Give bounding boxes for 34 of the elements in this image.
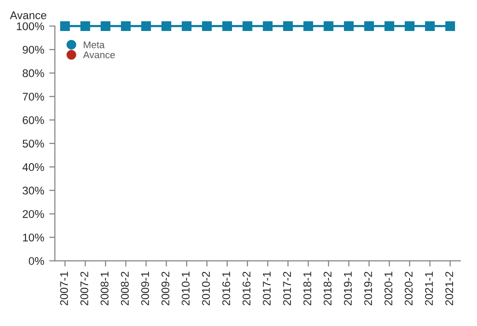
y-tick-label: 50% bbox=[22, 140, 44, 148]
x-tick-label: 2017-1 bbox=[262, 272, 271, 306]
x-tick-label: 2009-2 bbox=[161, 272, 170, 306]
x-tick-label: 2016-1 bbox=[222, 272, 230, 306]
y-axis-title: Avance bbox=[10, 11, 46, 20]
x-tick-label: 2020-2 bbox=[404, 272, 413, 306]
x-tick-label: 2021-2 bbox=[445, 272, 454, 306]
y-tick-label: 20% bbox=[22, 210, 44, 218]
x-tick-label: 2008-1 bbox=[100, 272, 109, 306]
x-tick-label: 2018-1 bbox=[303, 272, 312, 306]
legend-label: Meta bbox=[84, 41, 105, 48]
x-tick-label: 2021-1 bbox=[425, 272, 433, 306]
y-tick-label: 70% bbox=[22, 92, 44, 101]
y-tick-label: 60% bbox=[22, 116, 44, 124]
y-tick-label: 0% bbox=[28, 257, 44, 265]
x-tick-label: 2007-2 bbox=[80, 272, 88, 306]
x-tick-label: 2007-1 bbox=[60, 272, 68, 306]
x-tick-label: 2010-1 bbox=[182, 272, 190, 306]
x-tick-label: 2008-2 bbox=[120, 272, 129, 306]
legend-label: Avance bbox=[83, 51, 115, 58]
y-tick-label: 80% bbox=[22, 69, 44, 78]
x-tick-label: 2009-1 bbox=[141, 272, 150, 306]
y-tick-label: 40% bbox=[22, 163, 44, 172]
x-tick-label: 2019-2 bbox=[364, 272, 372, 306]
y-tick-label: 100% bbox=[16, 22, 44, 30]
y-tick-label: 30% bbox=[22, 186, 44, 195]
x-tick-label: 2018-2 bbox=[324, 272, 332, 306]
x-tick-label: 2010-2 bbox=[202, 272, 210, 306]
x-tick-label: 2017-2 bbox=[283, 272, 291, 306]
y-tick-label: 90% bbox=[22, 46, 44, 54]
x-tick-label: 2020-1 bbox=[384, 272, 392, 306]
x-tick-label: 2019-1 bbox=[344, 272, 352, 306]
y-tick-label: 10% bbox=[23, 234, 44, 242]
x-tick-label: 2016-2 bbox=[242, 272, 250, 306]
